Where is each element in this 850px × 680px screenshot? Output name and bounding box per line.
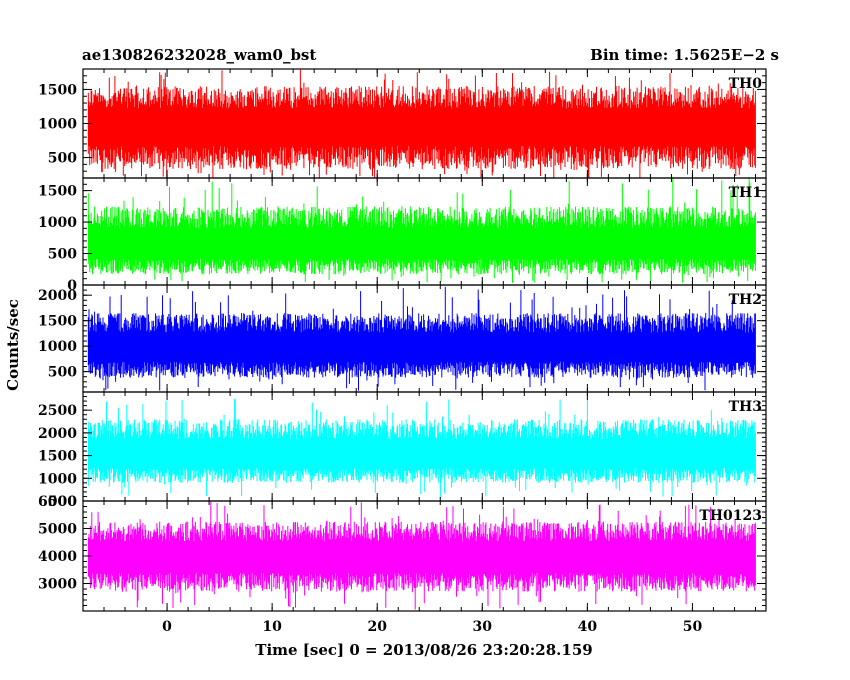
y-tick-label: 500 xyxy=(48,151,77,167)
x-axis-label: Time [sec] 0 = 2013/08/26 23:20:28.159 xyxy=(255,641,592,659)
x-axis: 0 10 20 30 40 50 xyxy=(162,619,702,635)
x-tick-label: 30 xyxy=(473,619,493,635)
panel-th3: TH3 500 1000 1500 2000 2500 xyxy=(38,391,766,510)
x-tick-label: 0 xyxy=(162,619,172,635)
panel-label: TH0 xyxy=(729,76,763,92)
y-axis-label: Counts/sec xyxy=(4,299,22,391)
series-core-th1 xyxy=(88,232,756,256)
x-tick-label: 40 xyxy=(578,619,598,635)
y-tick-label: 4000 xyxy=(38,549,77,565)
y-tick-label: 3000 xyxy=(38,577,77,593)
panels-group: TH0 500 1000 1500 TH1 0 500 1000 1500 TH2 500 1000 1… xyxy=(38,68,766,612)
bin-time-label: Bin time: 1.5625E−2 s xyxy=(590,46,779,64)
panel-th0123: TH0123 3000 4000 5000 6000 xyxy=(38,494,766,612)
panel-label: TH1 xyxy=(729,185,762,201)
y-tick-label: 500 xyxy=(48,247,77,263)
y-tick-label: 1000 xyxy=(38,471,77,487)
y-tick-label: 1000 xyxy=(38,339,77,355)
series-core-th3 xyxy=(88,442,756,466)
panel-label: TH0123 xyxy=(699,508,762,524)
panel-th1: TH1 0 500 1000 1500 xyxy=(38,177,766,294)
y-tick-label: 1500 xyxy=(38,449,77,465)
y-tick-label: 2500 xyxy=(38,403,77,419)
x-tick-label: 50 xyxy=(683,619,703,635)
x-tick-label: 10 xyxy=(262,619,282,635)
y-tick-label: 1500 xyxy=(38,184,77,200)
panel-frames xyxy=(82,68,767,612)
y-tick-label: 1000 xyxy=(38,117,77,133)
panel-th2: TH2 500 1000 1500 2000 xyxy=(38,284,766,393)
series-core-th0123 xyxy=(88,544,756,570)
panel-label: TH2 xyxy=(729,292,762,308)
y-tick-label: 2000 xyxy=(38,426,77,442)
y-tick-label: 5000 xyxy=(38,522,77,538)
y-tick-label: 6000 xyxy=(38,494,77,510)
x-tick-label: 20 xyxy=(367,619,387,635)
series-core-th2 xyxy=(88,336,756,359)
y-tick-label: 1500 xyxy=(38,82,77,98)
panel-frame xyxy=(82,500,767,612)
chart-title: ae130826232028_wam0_bst xyxy=(82,46,316,64)
panel-label: TH3 xyxy=(729,399,762,415)
y-tick-label: 0 xyxy=(67,278,77,294)
y-tick-label: 1000 xyxy=(38,215,77,231)
panel-th0: TH0 500 1000 1500 xyxy=(38,68,766,179)
series-core-th0 xyxy=(88,112,756,142)
series-th1 xyxy=(87,178,756,283)
y-tick-label: 500 xyxy=(48,494,77,510)
y-tick-label: 500 xyxy=(48,365,77,381)
y-tick-label: 1500 xyxy=(38,314,77,330)
y-tick-label: 2000 xyxy=(38,288,77,304)
